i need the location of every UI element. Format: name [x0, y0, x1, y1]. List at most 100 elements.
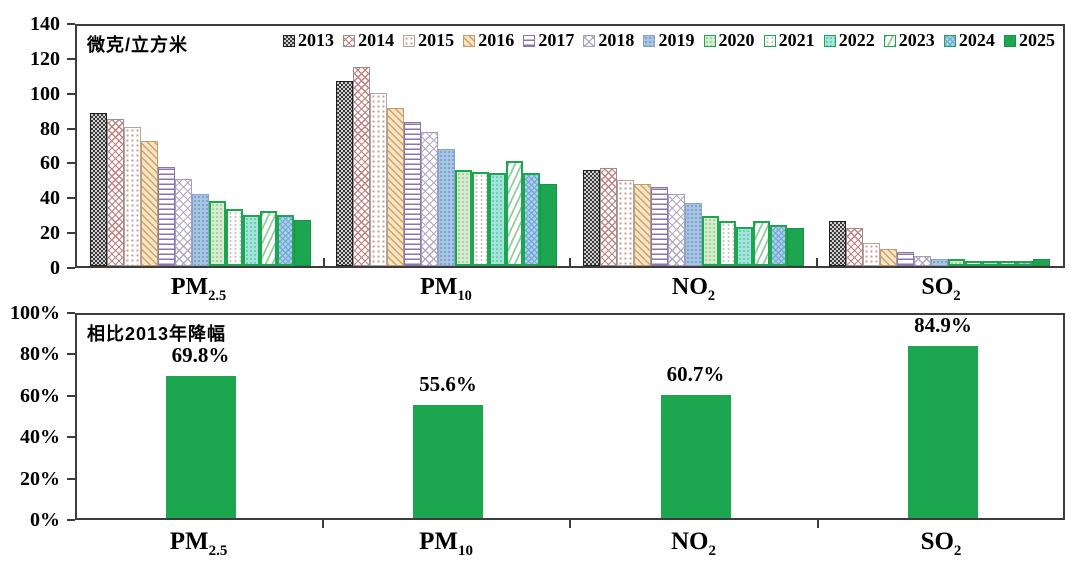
top-y-tick-label: 140: [30, 13, 60, 35]
bar-2024-NO2: [769, 224, 787, 266]
bottom-y-tick-mark: [67, 436, 75, 439]
bar-2019-PM2.5: [191, 194, 209, 266]
bar-2020-PM10: [455, 170, 473, 266]
top-y-tick-label: 20: [40, 222, 60, 245]
bottom-x-tick: [569, 520, 571, 528]
legend-label-2021: 2021: [778, 30, 815, 50]
top-y-tick-mark: [67, 232, 75, 235]
legend-swatch-2022: [823, 34, 836, 47]
bar-2014-PM10: [353, 67, 371, 266]
legend-item-2015: 2015: [403, 30, 454, 51]
bar-2023-NO2: [752, 221, 770, 266]
bar-2013-PM2.5: [89, 113, 107, 266]
bar-2014-PM2.5: [106, 118, 124, 266]
top-y-tick-mark: [67, 267, 75, 269]
bar-2015-PM10: [370, 92, 388, 266]
top-chart-legend: 2013 2014 2015 2016 2017 2018 2019 2020 2021 2022…: [283, 30, 1055, 51]
top-y-tick-label: 80: [40, 117, 60, 140]
legend-item-2019: 2019: [643, 30, 694, 51]
bottom-x-label-NO2: NO2: [671, 528, 716, 559]
legend-label-2018: 2018: [598, 30, 635, 50]
bar-2015-NO2: [616, 180, 634, 266]
bottom-x-label-PM2.5: PM2.5: [169, 528, 228, 559]
bar-2013-NO2: [582, 170, 600, 266]
bottom-y-tick-mark: [67, 312, 75, 314]
top-x-tick: [569, 258, 571, 266]
legend-label-2014: 2014: [358, 30, 395, 50]
bottom-y-tick-label: 20%: [20, 467, 60, 490]
bar-2020-NO2: [701, 216, 719, 266]
bar-2017-NO2: [650, 187, 668, 266]
top-y-tick-label: 0: [50, 257, 60, 279]
bar-2023-SO2: [999, 260, 1017, 266]
bar-2021-PM10: [472, 171, 490, 266]
legend-swatch-2014: [343, 34, 356, 47]
bar-2013-PM10: [336, 80, 354, 266]
bar-2021-PM2.5: [225, 209, 243, 266]
bar-2024-PM10: [523, 173, 541, 266]
bottom-y-tick-mark: [67, 519, 75, 521]
bar-2016-PM10: [387, 108, 405, 266]
legend-label-2023: 2023: [898, 30, 935, 50]
bottom-x-label-PM10: PM10: [419, 528, 473, 559]
bar-2016-SO2: [880, 248, 898, 266]
top-y-tick-mark: [67, 92, 75, 95]
top-y-tick-mark: [67, 162, 75, 165]
bar-group-PM10: [324, 67, 571, 266]
legend-swatch-2015: [403, 34, 416, 47]
top-x-label-PM2.5: PM2.5: [170, 274, 227, 304]
bar-2024-PM2.5: [276, 214, 294, 266]
legend-item-2018: 2018: [583, 30, 634, 51]
top-y-tick-label: 120: [30, 47, 60, 70]
bar-2025-PM10: [540, 183, 558, 266]
bar-2017-PM2.5: [157, 166, 175, 266]
bottom-y-tick-mark: [67, 353, 75, 356]
bar-2025-SO2: [1033, 259, 1051, 266]
top-y-tick-mark: [67, 197, 75, 200]
bar-2016-NO2: [633, 183, 651, 266]
bar-2024-SO2: [1016, 260, 1034, 266]
bottom-y-tick-label: 80%: [20, 343, 60, 366]
decline-value-NO2: 60.7%: [666, 361, 725, 386]
legend-label-2017: 2017: [538, 30, 575, 50]
legend-label-2022: 2022: [838, 30, 875, 50]
legend-swatch-2021: [763, 34, 776, 47]
top-x-label-PM10: PM10: [420, 274, 472, 304]
top-chart-plot-area: 微克/立方米 2013 2014 2015 2016 2017 2018 2019 2020 2…: [75, 24, 1065, 268]
decline-bar-PM2.5: [165, 376, 236, 518]
bar-2019-NO2: [684, 202, 702, 266]
legend-swatch-2025: [1003, 34, 1016, 47]
top-y-tick-label: 100: [30, 82, 60, 105]
bar-2014-NO2: [599, 168, 617, 266]
bar-2018-SO2: [914, 255, 932, 266]
top-y-tick-mark: [67, 127, 75, 130]
bar-2025-NO2: [786, 228, 804, 266]
decline-bar-PM10: [413, 405, 484, 518]
legend-swatch-2016: [463, 34, 476, 47]
top-x-label-NO2: NO2: [671, 274, 716, 304]
bar-2022-SO2: [982, 260, 1000, 266]
legend-item-2025: 2025: [1003, 30, 1055, 51]
decline-value-SO2: 84.9%: [914, 312, 972, 337]
top-y-tick-mark: [67, 57, 75, 60]
bottom-chart-plot-area: 相比2013年降幅 69.8% 55.6% 60.7% 84.9%: [75, 313, 1065, 520]
bar-2018-PM10: [421, 132, 439, 266]
bar-2021-NO2: [718, 221, 736, 266]
bar-2022-NO2: [735, 226, 753, 266]
bottom-x-tick: [321, 520, 324, 528]
decline-value-PM2.5: 69.8%: [171, 343, 230, 368]
bar-2017-SO2: [897, 252, 915, 266]
decline-bar-SO2: [908, 345, 979, 518]
bar-2014-SO2: [846, 228, 864, 266]
legend-label-2019: 2019: [658, 30, 695, 50]
legend-swatch-2017: [523, 34, 536, 47]
bar-2019-PM10: [438, 149, 456, 266]
legend-swatch-2013: [283, 34, 295, 47]
legend-label-2025: 2025: [1018, 30, 1055, 50]
top-x-tick: [815, 258, 818, 266]
bottom-y-tick-mark: [67, 477, 75, 480]
legend-swatch-2020: [703, 34, 716, 47]
top-chart-unit-label: 微克/立方米: [87, 35, 189, 55]
bar-2015-PM2.5: [123, 127, 141, 266]
